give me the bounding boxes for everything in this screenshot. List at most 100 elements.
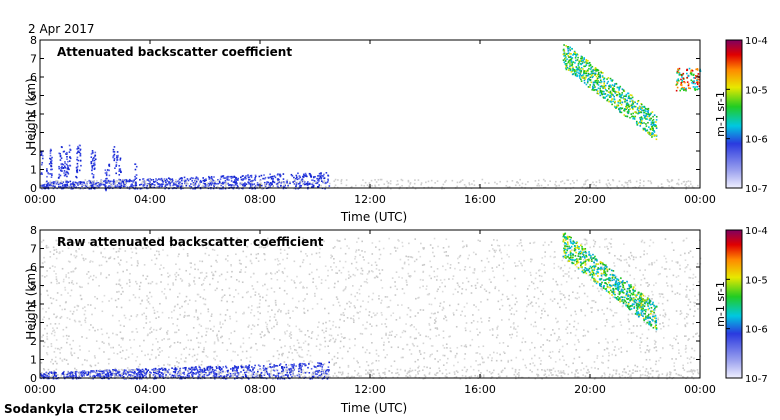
cell (300, 250, 302, 253)
cell (253, 186, 256, 189)
cell (403, 292, 406, 295)
cell (344, 252, 347, 255)
cell (270, 273, 273, 275)
cell (648, 131, 650, 134)
cell (279, 174, 282, 177)
x-tick-label: 08:00 (244, 193, 276, 206)
cell (643, 253, 645, 256)
cell (179, 342, 182, 344)
cell (555, 317, 557, 320)
cell (514, 303, 517, 306)
cell (662, 347, 664, 350)
cell (465, 288, 467, 291)
cell (320, 177, 323, 180)
cell (594, 81, 597, 84)
cell (223, 294, 226, 296)
cell (100, 252, 102, 255)
cell (502, 351, 505, 353)
colorbar-tick-label: 10-4 (745, 36, 768, 47)
cell (67, 260, 70, 263)
cell (642, 184, 645, 187)
cell (55, 248, 58, 251)
cell (519, 349, 522, 352)
cell (67, 168, 69, 170)
cell (185, 182, 187, 185)
cell (468, 183, 471, 186)
cell (494, 181, 496, 184)
cell (563, 182, 566, 185)
cell (590, 366, 593, 369)
cell (541, 280, 544, 283)
cell (513, 262, 516, 264)
cell (626, 102, 628, 104)
cell (622, 97, 624, 99)
cell (605, 183, 608, 185)
cell (557, 302, 559, 305)
cell (623, 185, 625, 188)
cell (572, 54, 574, 56)
cell (683, 369, 686, 371)
cell (258, 293, 260, 295)
cell (588, 65, 591, 67)
cell (480, 259, 483, 262)
cell (105, 171, 108, 174)
cell (417, 332, 420, 334)
cell (342, 345, 345, 348)
cell (138, 184, 141, 186)
cell (216, 334, 218, 337)
cell (240, 364, 243, 366)
cell (219, 360, 221, 362)
cell (159, 183, 162, 186)
cell (452, 275, 455, 277)
cell (249, 360, 251, 363)
cell (471, 338, 474, 341)
cell (272, 179, 274, 182)
cell (509, 326, 512, 328)
cell (316, 181, 319, 184)
cell (434, 327, 437, 329)
cell (230, 359, 233, 362)
cell (339, 260, 341, 263)
cell (120, 259, 122, 262)
cell (316, 268, 318, 271)
cell (433, 237, 436, 240)
cell (72, 339, 75, 342)
cell (64, 308, 66, 311)
cell (604, 325, 607, 327)
cell (60, 294, 63, 296)
cell (537, 183, 540, 185)
cell (270, 177, 273, 180)
cell (460, 292, 463, 295)
cell (196, 293, 199, 296)
cell (258, 246, 261, 249)
cell (50, 165, 53, 168)
cell (50, 162, 53, 165)
cell (623, 109, 625, 112)
cell (104, 180, 107, 183)
cell (198, 244, 201, 247)
cell (354, 255, 357, 258)
cell (290, 173, 293, 176)
cell (183, 315, 186, 318)
cell (526, 288, 529, 290)
cell (249, 347, 252, 350)
cell (174, 365, 176, 367)
cell (403, 261, 406, 264)
cell (592, 81, 595, 84)
cell (500, 359, 503, 362)
cell (45, 244, 48, 247)
cell (445, 254, 448, 257)
cell (646, 115, 649, 118)
cell (578, 70, 581, 72)
cell (600, 81, 602, 84)
cell (347, 270, 350, 273)
cell (452, 293, 455, 296)
cell (419, 278, 422, 281)
cell (44, 327, 46, 330)
cell (335, 326, 337, 328)
cell (154, 357, 157, 360)
cell (624, 288, 627, 291)
cell (662, 337, 665, 339)
cell (414, 315, 417, 317)
cell (147, 297, 150, 300)
